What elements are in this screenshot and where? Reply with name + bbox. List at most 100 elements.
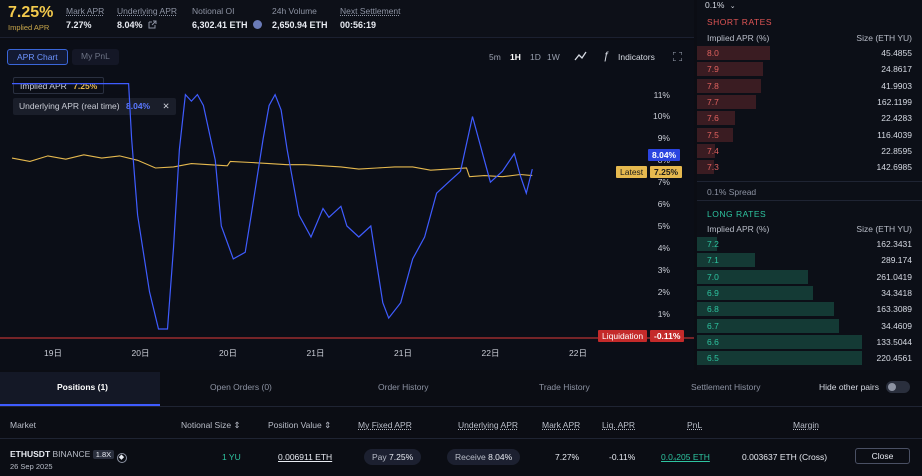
external-link-icon[interactable] <box>148 20 157 31</box>
stat-label[interactable]: Next Settlement <box>340 6 401 16</box>
short-rate-row[interactable]: 7.3 142.6985 <box>697 160 922 175</box>
liquidation-tag: Liquidation <box>598 330 648 342</box>
market-stats-bar: 7.25% Implied APR Mark APR 7.27% Underly… <box>0 0 694 38</box>
indicators-button[interactable]: Indicators <box>618 52 655 62</box>
stat-24h-volume: 24h Volume 2,650.94 ETH <box>272 6 328 30</box>
rate-value: 6.5 <box>707 353 719 364</box>
depth-bar <box>697 111 735 126</box>
col-pnl[interactable]: PnL <box>687 420 703 430</box>
apr-line-chart[interactable] <box>0 40 694 370</box>
timeframe-1h[interactable]: 1H <box>510 52 521 62</box>
y-tick-label: 11% <box>653 89 670 100</box>
eth-icon: ◆ <box>116 453 127 463</box>
stat-mark-apr: Mark APR 7.27% <box>66 6 104 30</box>
col-underlying-apr[interactable]: Underlying APR <box>458 420 519 430</box>
size-value: 116.4039 <box>877 129 912 140</box>
divider <box>697 200 922 201</box>
long-rate-row[interactable]: 6.6 133.5044 <box>697 334 922 349</box>
latest-tag: Latest <box>616 166 648 178</box>
depth-bar <box>697 160 714 175</box>
tab-order-history[interactable]: Order History <box>378 382 429 392</box>
short-rate-row[interactable]: 8.0 45.4855 <box>697 46 922 60</box>
short-rate-row[interactable]: 7.8 41.9903 <box>697 78 922 93</box>
long-rates-title: LONG RATES <box>707 209 767 219</box>
short-col-size: Size (ETH YU) <box>856 33 912 43</box>
hide-other-pairs-toggle[interactable] <box>886 381 910 393</box>
indicators-icon[interactable]: ƒ <box>603 50 610 62</box>
rate-value: 7.8 <box>707 80 719 91</box>
depth-bar <box>697 318 839 333</box>
stat-value-wrap: 6,302.41 ETH <box>192 20 263 30</box>
line-chart-icon[interactable] <box>574 51 587 63</box>
timeframe-1d[interactable]: 1D <box>530 52 541 62</box>
y-tick-label: 6% <box>657 199 670 210</box>
tab-settlement-history[interactable]: Settlement History <box>691 382 761 392</box>
size-value: 34.3418 <box>881 287 912 298</box>
short-rate-row[interactable]: 7.5 116.4039 <box>697 127 922 142</box>
close-icon[interactable]: ✕ <box>162 101 170 111</box>
col-market: Market <box>10 420 36 430</box>
col-margin[interactable]: Margin <box>793 420 819 430</box>
stat-label[interactable]: Underlying APR <box>117 6 178 16</box>
x-tick-label: 22日 <box>481 348 500 358</box>
short-col-rate: Implied APR (%) <box>707 33 770 43</box>
rate-value: 7.0 <box>707 271 719 282</box>
col-mark-apr[interactable]: Mark APR <box>542 420 581 430</box>
leverage-badge: 1.8X <box>92 450 115 459</box>
long-rate-row[interactable]: 6.9 34.3418 <box>697 285 922 300</box>
long-col-size: Size (ETH YU) <box>856 224 912 234</box>
col-position-value[interactable]: Position Value ⇕ <box>268 420 331 431</box>
size-value: 45.4855 <box>881 48 912 58</box>
implied-apr-display: 7.25% Implied APR <box>8 4 53 32</box>
implied-apr-label: Implied APR <box>8 23 50 32</box>
close-position-button[interactable]: Close <box>855 448 910 464</box>
timeframe-5m[interactable]: 5m <box>489 52 501 62</box>
underlying-apr-pill: Receive 8.04% <box>447 449 521 465</box>
tab-my-pnl[interactable]: My PnL <box>72 49 119 65</box>
col-liq-apr[interactable]: Liq. APR <box>602 420 636 430</box>
hide-other-pairs-label: Hide other pairs <box>819 382 880 392</box>
long-rate-row[interactable]: 6.8 163.3089 <box>697 302 922 317</box>
legend-label: Implied APR <box>20 81 67 91</box>
long-rate-row[interactable]: 6.7 34.4609 <box>697 318 922 333</box>
rate-value: 7.4 <box>707 145 719 156</box>
timeframe-1w[interactable]: 1W <box>547 52 560 62</box>
size-value: 261.0419 <box>876 271 912 282</box>
position-pnl[interactable]: 0.0₄205 ETH <box>661 452 710 462</box>
rate-value: 7.6 <box>707 113 719 124</box>
depth-bar <box>697 269 808 284</box>
short-rate-row[interactable]: 7.4 22.8595 <box>697 143 922 158</box>
tab-trade-history[interactable]: Trade History <box>539 382 590 392</box>
tab-open-orders[interactable]: Open Orders (0) <box>210 382 272 392</box>
long-col-rate: Implied APR (%) <box>707 224 770 234</box>
y-tick-label: 10% <box>652 111 670 122</box>
rate-value: 6.8 <box>707 304 719 315</box>
rate-value: 6.7 <box>707 320 719 331</box>
tab-apr-chart[interactable]: APR Chart <box>7 49 68 65</box>
long-rate-row[interactable]: 6.5 220.4561 <box>697 351 922 366</box>
short-rate-row[interactable]: 7.9 24.8617 <box>697 62 922 77</box>
position-value[interactable]: 0.006911 ETH <box>278 452 333 462</box>
size-value: 22.4283 <box>881 113 912 124</box>
long-rate-row[interactable]: 7.0 261.0419 <box>697 269 922 284</box>
col-notional-size[interactable]: Notional Size ⇕ <box>181 420 241 431</box>
tab-positions[interactable]: Positions (1) <box>57 382 109 392</box>
short-rate-row[interactable]: 7.7 162.1199 <box>697 94 922 109</box>
long-rate-row[interactable]: 7.2 162.3431 <box>697 237 922 251</box>
stat-value: 8.04% <box>117 20 143 30</box>
sort-icon: ⇕ <box>233 420 241 430</box>
stat-label[interactable]: Mark APR <box>66 6 105 16</box>
depth-bar <box>697 62 763 77</box>
col-my-fixed-apr[interactable]: My Fixed APR <box>358 420 412 430</box>
x-tick-label: 21日 <box>394 348 412 358</box>
precision-select[interactable]: 0.1% ⌄ <box>705 0 745 12</box>
x-tick-label: 21日 <box>306 348 325 358</box>
depth-bar <box>697 334 862 349</box>
long-rate-row[interactable]: 7.1 289.174 <box>697 253 922 268</box>
implied-apr-value: 7.25% <box>8 4 54 21</box>
short-rate-row[interactable]: 7.6 22.4283 <box>697 111 922 126</box>
legend-underlying-apr: Underlying APR (real time) 8.04% ✕ <box>13 98 176 115</box>
depth-bar <box>697 253 755 268</box>
size-value: 163.3089 <box>876 304 912 315</box>
toggle-knob <box>888 383 896 391</box>
